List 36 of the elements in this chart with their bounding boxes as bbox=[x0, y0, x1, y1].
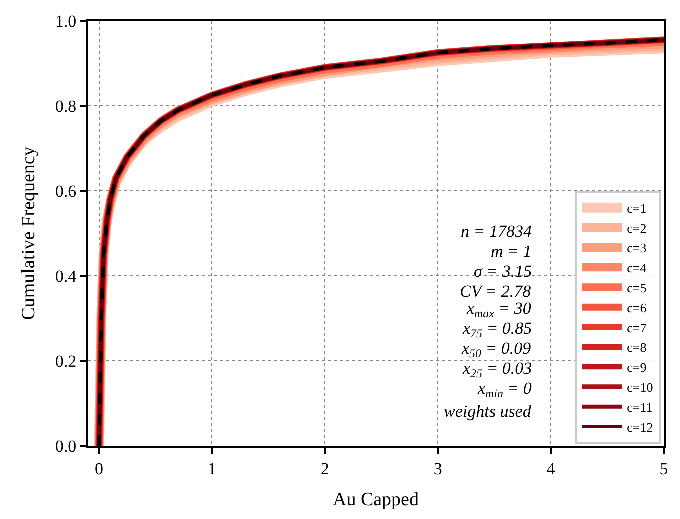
legend-label: c=6 bbox=[627, 300, 648, 316]
y-tick-label: 1.0 bbox=[55, 12, 77, 31]
annotation: m = 1 bbox=[491, 242, 532, 261]
legend-label: c=10 bbox=[627, 380, 654, 395]
x-tick-label: 0 bbox=[95, 459, 104, 478]
legend-label: c=1 bbox=[627, 200, 647, 216]
legend-label: c=8 bbox=[627, 340, 647, 356]
annotation: x$_{75}$ = 0.85 bbox=[462, 319, 532, 341]
annotation: n = 17834 bbox=[461, 222, 532, 241]
legend-label: c=4 bbox=[627, 260, 648, 276]
annotation: x$_{25}$ = 0.03 bbox=[462, 359, 532, 381]
legend-label: c=9 bbox=[627, 360, 647, 376]
legend-label: c=7 bbox=[627, 320, 648, 336]
annotation: weights used bbox=[444, 402, 532, 421]
x-tick-label: 2 bbox=[320, 459, 330, 478]
annotation: x$_{min}$ = 0 bbox=[477, 379, 532, 401]
y-axis-title: Cumulative Frequency bbox=[18, 146, 40, 320]
annotation: σ = 3.15 bbox=[474, 262, 532, 281]
y-tick-label: 0.6 bbox=[55, 182, 77, 201]
annotation: CV = 2.78 bbox=[460, 282, 532, 301]
legend-label: c=3 bbox=[627, 240, 647, 256]
x-tick-label: 5 bbox=[660, 459, 668, 478]
x-tick-label: 4 bbox=[546, 459, 556, 478]
annotation: x$_{50}$ = 0.09 bbox=[461, 339, 532, 361]
y-tick-label: 0.2 bbox=[55, 352, 77, 371]
legend-label: c=5 bbox=[627, 280, 647, 296]
annotation: x$_{max}$ = 30 bbox=[466, 299, 532, 321]
x-axis-title: Au Capped bbox=[332, 490, 420, 511]
legend-label: c=12 bbox=[627, 420, 654, 435]
y-tick-label: 0.4 bbox=[55, 266, 78, 286]
x-tick-label: 3 bbox=[434, 459, 442, 478]
legend-label: c=11 bbox=[627, 400, 653, 415]
y-tick-label: 0.0 bbox=[55, 436, 77, 456]
legend-label: c=2 bbox=[627, 220, 647, 236]
y-tick-label: 0.8 bbox=[55, 96, 77, 116]
x-tick-label: 1 bbox=[208, 459, 216, 478]
